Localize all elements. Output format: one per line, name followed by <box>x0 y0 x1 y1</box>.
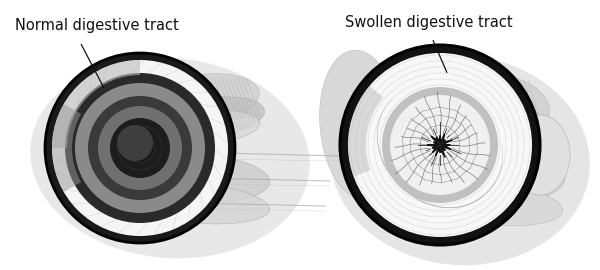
Circle shape <box>117 125 153 161</box>
Circle shape <box>65 73 215 223</box>
Ellipse shape <box>140 110 260 146</box>
Circle shape <box>52 60 228 236</box>
Circle shape <box>98 106 182 190</box>
Circle shape <box>110 118 170 178</box>
Ellipse shape <box>425 147 565 203</box>
Circle shape <box>390 95 490 195</box>
Circle shape <box>348 53 532 237</box>
Ellipse shape <box>30 58 310 258</box>
Ellipse shape <box>510 115 570 195</box>
Wedge shape <box>348 86 383 177</box>
Ellipse shape <box>131 74 259 132</box>
Circle shape <box>340 45 540 245</box>
Text: Normal digestive tract: Normal digestive tract <box>15 18 179 33</box>
Circle shape <box>45 53 235 243</box>
Ellipse shape <box>120 182 270 224</box>
Wedge shape <box>52 60 140 148</box>
Wedge shape <box>52 104 81 192</box>
Circle shape <box>75 83 205 213</box>
Ellipse shape <box>155 97 265 139</box>
Ellipse shape <box>451 74 550 136</box>
Circle shape <box>382 87 498 203</box>
Ellipse shape <box>110 153 270 203</box>
Ellipse shape <box>460 102 550 148</box>
Polygon shape <box>427 134 452 157</box>
Circle shape <box>88 96 192 200</box>
Ellipse shape <box>433 184 563 226</box>
Ellipse shape <box>330 55 590 265</box>
Ellipse shape <box>320 50 400 200</box>
Text: Swollen digestive tract: Swollen digestive tract <box>345 15 512 30</box>
